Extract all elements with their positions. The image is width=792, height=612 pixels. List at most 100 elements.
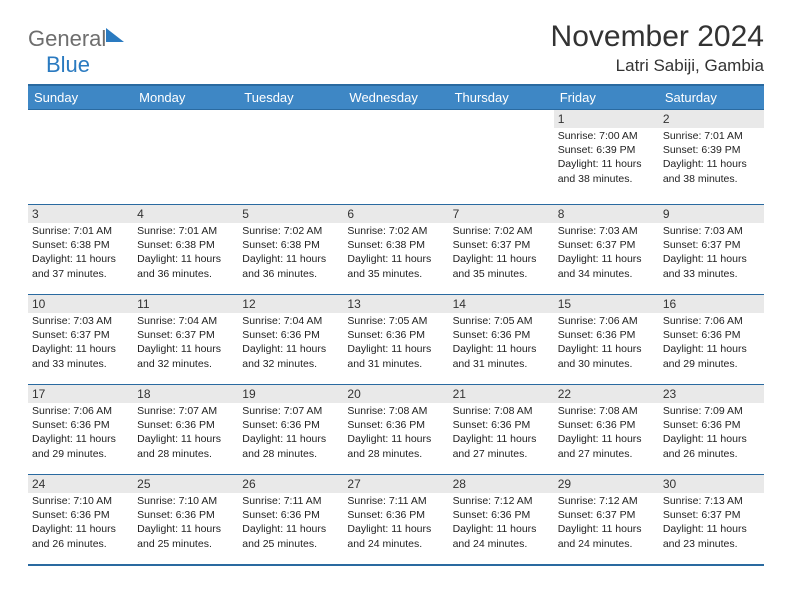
- daylight-text: Daylight: 11 hours and 27 minutes.: [558, 432, 655, 460]
- sunrise-text: Sunrise: 7:03 AM: [663, 224, 760, 238]
- sunrise-text: Sunrise: 7:05 AM: [453, 314, 550, 328]
- day-details: Sunrise: 7:01 AMSunset: 6:38 PMDaylight:…: [28, 223, 133, 283]
- sunrise-text: Sunrise: 7:06 AM: [32, 404, 129, 418]
- sunrise-text: Sunrise: 7:11 AM: [347, 494, 444, 508]
- day-number: 16: [659, 295, 764, 313]
- day-number: 30: [659, 475, 764, 493]
- day-details: Sunrise: 7:07 AMSunset: 6:36 PMDaylight:…: [238, 403, 343, 463]
- weekday-header: Sunday: [28, 85, 133, 110]
- daylight-text: Daylight: 11 hours and 38 minutes.: [663, 157, 760, 185]
- daylight-text: Daylight: 11 hours and 28 minutes.: [347, 432, 444, 460]
- calendar-week-row: 24Sunrise: 7:10 AMSunset: 6:36 PMDayligh…: [28, 475, 764, 565]
- calendar-day-cell: 22Sunrise: 7:08 AMSunset: 6:36 PMDayligh…: [554, 385, 659, 475]
- day-details: Sunrise: 7:06 AMSunset: 6:36 PMDaylight:…: [554, 313, 659, 373]
- sunrise-text: Sunrise: 7:06 AM: [558, 314, 655, 328]
- day-number: 27: [343, 475, 448, 493]
- day-number: 1: [554, 110, 659, 128]
- logo-triangle-icon: [106, 28, 124, 42]
- sunset-text: Sunset: 6:37 PM: [558, 238, 655, 252]
- day-details: Sunrise: 7:03 AMSunset: 6:37 PMDaylight:…: [554, 223, 659, 283]
- day-details: Sunrise: 7:02 AMSunset: 6:38 PMDaylight:…: [343, 223, 448, 283]
- calendar-week-row: 1Sunrise: 7:00 AM Sunset: 6:39 PMDaylight…: [28, 110, 764, 205]
- calendar-day-cell: 29Sunrise: 7:12 AMSunset: 6:37 PMDayligh…: [554, 475, 659, 565]
- day-number: 9: [659, 205, 764, 223]
- calendar-day-cell: 14Sunrise: 7:05 AMSunset: 6:36 PMDayligh…: [449, 295, 554, 385]
- sunrise-text: Sunrise: 7:00 AM: [558, 129, 655, 143]
- daylight-text: Daylight: 11 hours and 36 minutes.: [137, 252, 234, 280]
- weekday-header: Friday: [554, 85, 659, 110]
- daylight-text: Daylight: 11 hours and 36 minutes.: [242, 252, 339, 280]
- calendar-day-cell: 8Sunrise: 7:03 AMSunset: 6:37 PMDaylight…: [554, 205, 659, 295]
- sunset-text: Sunset: 6:36 PM: [453, 508, 550, 522]
- calendar-day-cell: 12Sunrise: 7:04 AMSunset: 6:36 PMDayligh…: [238, 295, 343, 385]
- sunrise-text: Sunrise: 7:02 AM: [242, 224, 339, 238]
- daylight-text: Daylight: 11 hours and 26 minutes.: [663, 432, 760, 460]
- calendar-table: Sunday Monday Tuesday Wednesday Thursday…: [28, 84, 764, 566]
- weekday-header: Monday: [133, 85, 238, 110]
- sunset-text: Sunset: 6:36 PM: [242, 328, 339, 342]
- sunset-text: Sunset: 6:36 PM: [32, 418, 129, 432]
- day-number: 17: [28, 385, 133, 403]
- calendar-day-cell: 20Sunrise: 7:08 AMSunset: 6:36 PMDayligh…: [343, 385, 448, 475]
- sunrise-text: Sunrise: 7:01 AM: [137, 224, 234, 238]
- sunset-text: Sunset: 6:37 PM: [137, 328, 234, 342]
- day-number: 29: [554, 475, 659, 493]
- day-details: Sunrise: 7:05 AMSunset: 6:36 PMDaylight:…: [449, 313, 554, 373]
- calendar-day-cell: 30Sunrise: 7:13 AMSunset: 6:37 PMDayligh…: [659, 475, 764, 565]
- logo-text-general: General: [28, 26, 106, 52]
- sunset-text: Sunset: 6:36 PM: [347, 418, 444, 432]
- day-details: Sunrise: 7:03 AMSunset: 6:37 PMDaylight:…: [659, 223, 764, 283]
- day-number: 15: [554, 295, 659, 313]
- day-number: 20: [343, 385, 448, 403]
- sunset-text: Sunset: 6:36 PM: [137, 508, 234, 522]
- day-details: Sunrise: 7:11 AMSunset: 6:36 PMDaylight:…: [343, 493, 448, 553]
- daylight-text: Daylight: 11 hours and 31 minutes.: [453, 342, 550, 370]
- calendar-day-cell: 5Sunrise: 7:02 AMSunset: 6:38 PMDaylight…: [238, 205, 343, 295]
- daylight-text: Daylight: 11 hours and 24 minutes.: [558, 522, 655, 550]
- day-number: 8: [554, 205, 659, 223]
- sunrise-text: Sunrise: 7:02 AM: [347, 224, 444, 238]
- calendar-day-cell: 18Sunrise: 7:07 AMSunset: 6:36 PMDayligh…: [133, 385, 238, 475]
- calendar-day-cell: 26Sunrise: 7:11 AMSunset: 6:36 PMDayligh…: [238, 475, 343, 565]
- calendar-day-cell: 1Sunrise: 7:00 AMSunset: 6:39 PMDaylight…: [554, 110, 659, 205]
- sunset-text: Sunset: 6:39 PM: [663, 143, 760, 157]
- sunset-text: Sunset: 6:36 PM: [347, 328, 444, 342]
- sunset-text: Sunset: 6:36 PM: [558, 328, 655, 342]
- sunset-text: Sunset: 6:38 PM: [347, 238, 444, 252]
- day-details: Sunrise: 7:13 AMSunset: 6:37 PMDaylight:…: [659, 493, 764, 553]
- day-details: Sunrise: 7:04 AMSunset: 6:37 PMDaylight:…: [133, 313, 238, 373]
- month-title: November 2024: [551, 20, 764, 54]
- daylight-text: Daylight: 11 hours and 35 minutes.: [453, 252, 550, 280]
- day-number: 3: [28, 205, 133, 223]
- logo: General: [28, 20, 126, 52]
- day-details: Sunrise: 7:02 AMSunset: 6:38 PMDaylight:…: [238, 223, 343, 283]
- weekday-header: Wednesday: [343, 85, 448, 110]
- daylight-text: Daylight: 11 hours and 29 minutes.: [663, 342, 760, 370]
- calendar-day-cell: 19Sunrise: 7:07 AMSunset: 6:36 PMDayligh…: [238, 385, 343, 475]
- day-number: 10: [28, 295, 133, 313]
- calendar-week-row: 3Sunrise: 7:01 AMSunset: 6:38 PMDaylight…: [28, 205, 764, 295]
- sunset-text: Sunset: 6:37 PM: [558, 508, 655, 522]
- daylight-text: Daylight: 11 hours and 28 minutes.: [137, 432, 234, 460]
- sunrise-text: Sunrise: 7:13 AM: [663, 494, 760, 508]
- logo-blue-wrap: Blue: [28, 52, 764, 78]
- calendar-day-cell: 17Sunrise: 7:06 AMSunset: 6:36 PMDayligh…: [28, 385, 133, 475]
- sunrise-text: Sunrise: 7:10 AM: [32, 494, 129, 508]
- day-number: 6: [343, 205, 448, 223]
- day-number: 18: [133, 385, 238, 403]
- weekday-header: Saturday: [659, 85, 764, 110]
- day-details: Sunrise: 7:08 AMSunset: 6:36 PMDaylight:…: [554, 403, 659, 463]
- day-number: 21: [449, 385, 554, 403]
- sunrise-text: Sunrise: 7:03 AM: [558, 224, 655, 238]
- sunset-text: Sunset: 6:36 PM: [242, 508, 339, 522]
- sunset-text: Sunset: 6:37 PM: [453, 238, 550, 252]
- calendar-day-cell: 21Sunrise: 7:08 AMSunset: 6:36 PMDayligh…: [449, 385, 554, 475]
- sunrise-text: Sunrise: 7:12 AM: [558, 494, 655, 508]
- daylight-text: Daylight: 11 hours and 25 minutes.: [137, 522, 234, 550]
- calendar-day-cell: 13Sunrise: 7:05 AMSunset: 6:36 PMDayligh…: [343, 295, 448, 385]
- sunset-text: Sunset: 6:36 PM: [453, 328, 550, 342]
- daylight-text: Daylight: 11 hours and 34 minutes.: [558, 252, 655, 280]
- sunrise-text: Sunrise: 7:04 AM: [137, 314, 234, 328]
- sunset-text: Sunset: 6:38 PM: [32, 238, 129, 252]
- day-details: Sunrise: 7:10 AMSunset: 6:36 PMDaylight:…: [133, 493, 238, 553]
